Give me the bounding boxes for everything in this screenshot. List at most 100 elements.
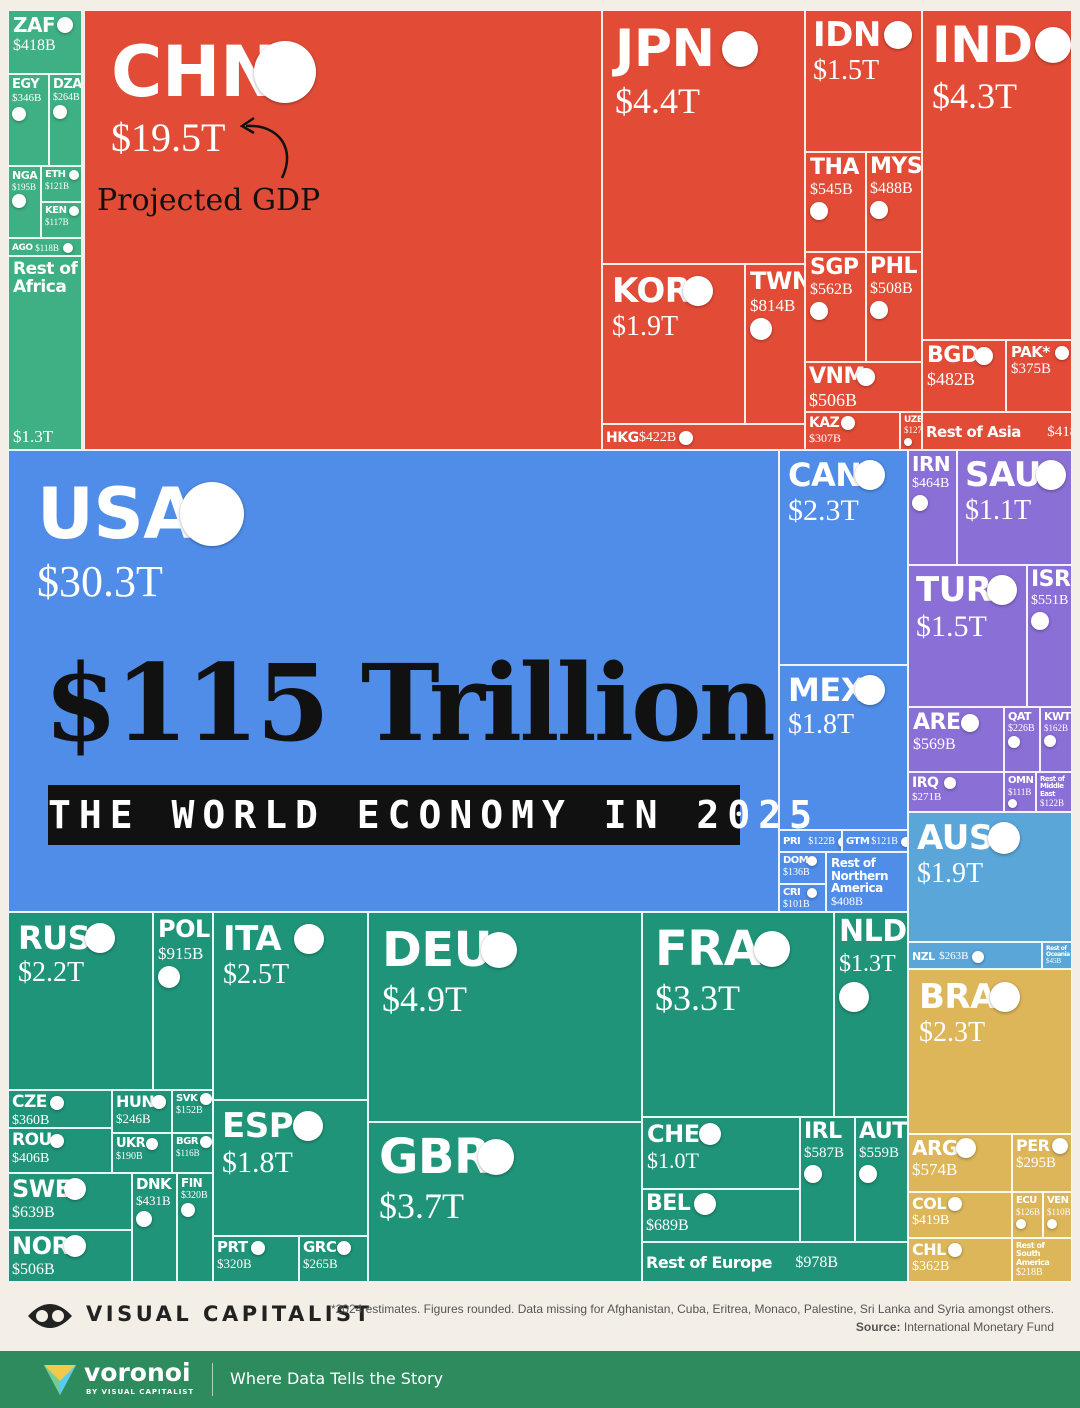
country-code-idn: IDN (813, 15, 881, 55)
value-label-aus: $1.9T (917, 858, 984, 890)
country-code-pri: PRI (783, 836, 801, 847)
value-label-zaf: $418B (13, 37, 56, 54)
venezuela-flag-icon (1047, 1218, 1057, 1229)
value-label-nga: $195B (12, 181, 37, 192)
tile-mys: MYS $488B (866, 152, 922, 252)
denmark-flag-icon (136, 1210, 152, 1227)
country-code-uzb: UZB (904, 415, 922, 425)
country-code-irn: IRN (912, 452, 951, 476)
tile-rest-of-south-america: Rest of South America $218B (1012, 1238, 1072, 1282)
tile-esp: ESP $1.8T (213, 1100, 368, 1236)
country-code-nor: NOR (12, 1232, 70, 1260)
austria-flag-icon (859, 1165, 877, 1184)
country-code-per: PER (1016, 1136, 1050, 1155)
value-label-usa: $30.3T (37, 556, 163, 606)
value-label-nor: $506B (12, 1260, 55, 1278)
malaysia-flag-icon (870, 201, 888, 220)
value-label-pol: $915B (158, 943, 204, 963)
bulgaria-flag-icon (199, 1136, 212, 1148)
portugal-flag-icon (250, 1240, 265, 1255)
value-label-cri: $101B (783, 898, 810, 910)
tile-col: COL $419B (908, 1192, 1012, 1238)
country-code-omn: OMN (1008, 775, 1034, 786)
tile-nga: NGA $195B (8, 166, 41, 238)
south-korea-flag-icon (683, 276, 714, 306)
footer-tagline: Where Data Tells the Story (230, 1369, 444, 1388)
country-code-phl: PHL (870, 254, 918, 279)
value-label-mys: $488B (870, 180, 913, 198)
country-code-ven: VEN (1047, 1195, 1069, 1206)
country-code-dza: DZA (53, 77, 82, 92)
tile-bgr: BGR $116B (172, 1133, 213, 1173)
tile-bgd: BGD $482B (922, 340, 1006, 412)
value-label-chl: $362B (912, 1259, 950, 1275)
tile-rest-of-northern-america: Rest of Northern America $408B (826, 852, 908, 912)
country-code-eth: ETH (45, 169, 66, 180)
value-label-deu: $4.9T (382, 979, 467, 1020)
value-label-aut: $559B (859, 1145, 900, 1162)
tile-nzl: NZL $263B (908, 942, 1042, 969)
ethiopia-flag-icon (68, 170, 79, 180)
value-label-esp: $1.8T (222, 1146, 293, 1180)
value-label-sgp: $562B (810, 281, 853, 299)
tile-ecu: ECU $126B (1012, 1192, 1043, 1238)
country-code-bgd: BGD (927, 343, 979, 368)
value-label-rus: $2.2T (18, 956, 85, 988)
tile-irn: IRN $464B (908, 450, 957, 565)
value-label-ind: $4.3T (932, 75, 1017, 116)
tile-fra: FRA $3.3T (642, 912, 834, 1117)
visual-capitalist-logo-icon (28, 1304, 72, 1328)
value-label-kwt: $162B (1044, 722, 1069, 733)
spain-flag-icon (293, 1111, 324, 1141)
turkey-flag-icon (987, 575, 1018, 605)
kenya-flag-icon (68, 206, 79, 216)
india-flag-icon (1035, 27, 1071, 63)
value-label-mex: $1.8T (788, 708, 855, 740)
tile-che: CHE $1.0T (642, 1117, 800, 1189)
country-code-jpn: JPN (615, 19, 715, 79)
value-label-uzb: $127B (904, 425, 922, 436)
country-code-ago: AGO (12, 242, 33, 253)
footnote-block: *2024 estimates. Figures rounded. Data m… (331, 1300, 1054, 1336)
value-label-kor: $1.9T (612, 311, 679, 343)
country-code-twn: TWN (750, 267, 804, 295)
country-code-rest-of-africa: Rest of Africa (13, 259, 78, 297)
puerto-rico-flag-icon (838, 837, 841, 847)
country-code-rus: RUS (18, 919, 91, 957)
tile-aus: AUS $1.9T (908, 812, 1072, 942)
tile-zaf: ZAF $418B (8, 10, 82, 74)
argentina-flag-icon (955, 1138, 976, 1158)
value-label-arg: $574B (912, 1160, 958, 1179)
country-code-qat: QAT (1008, 710, 1032, 723)
value-label-bra: $2.3T (919, 1017, 986, 1049)
country-code-gbr: GBR (379, 1129, 491, 1185)
value-label-fin: $320B (181, 1189, 208, 1201)
tile-ven: VEN $110B (1043, 1192, 1072, 1238)
value-label-isr: $551B (1031, 593, 1069, 609)
country-code-ind: IND (932, 16, 1033, 74)
kuwait-flag-icon (1044, 734, 1056, 747)
value-label-egy: $346B (12, 91, 42, 104)
country-code-tha: THA (810, 155, 859, 180)
tile-cri: CRI $101B (779, 884, 826, 912)
tile-pol: POL $915B (153, 912, 213, 1090)
tile-sgp: SGP $562B (805, 252, 866, 362)
philippines-flag-icon (870, 301, 888, 320)
country-code-chn: CHN (111, 31, 279, 113)
thailand-flag-icon (810, 202, 828, 221)
value-label-rou: $406B (12, 1150, 50, 1166)
country-code-kor: KOR (612, 271, 691, 311)
iraq-flag-icon (943, 777, 956, 789)
country-code-fra: FRA (655, 921, 761, 977)
tile-svk: SVK $152B (172, 1090, 213, 1133)
value-label-ago: $118B (35, 242, 59, 253)
voronoi-logo-subtext: BY VISUAL CAPITALIST (86, 1388, 195, 1396)
tile-arg: ARG $574B (908, 1134, 1012, 1192)
algeria-flag-icon (53, 105, 67, 120)
country-code-bra: BRA (919, 977, 996, 1017)
value-label-cze: $360B (12, 1112, 50, 1128)
value-label-irl: $587B (804, 1145, 845, 1162)
value-label-pak: $375B (1011, 361, 1052, 378)
greece-flag-icon (336, 1240, 351, 1255)
tile-phl: PHL $508B (866, 252, 922, 362)
